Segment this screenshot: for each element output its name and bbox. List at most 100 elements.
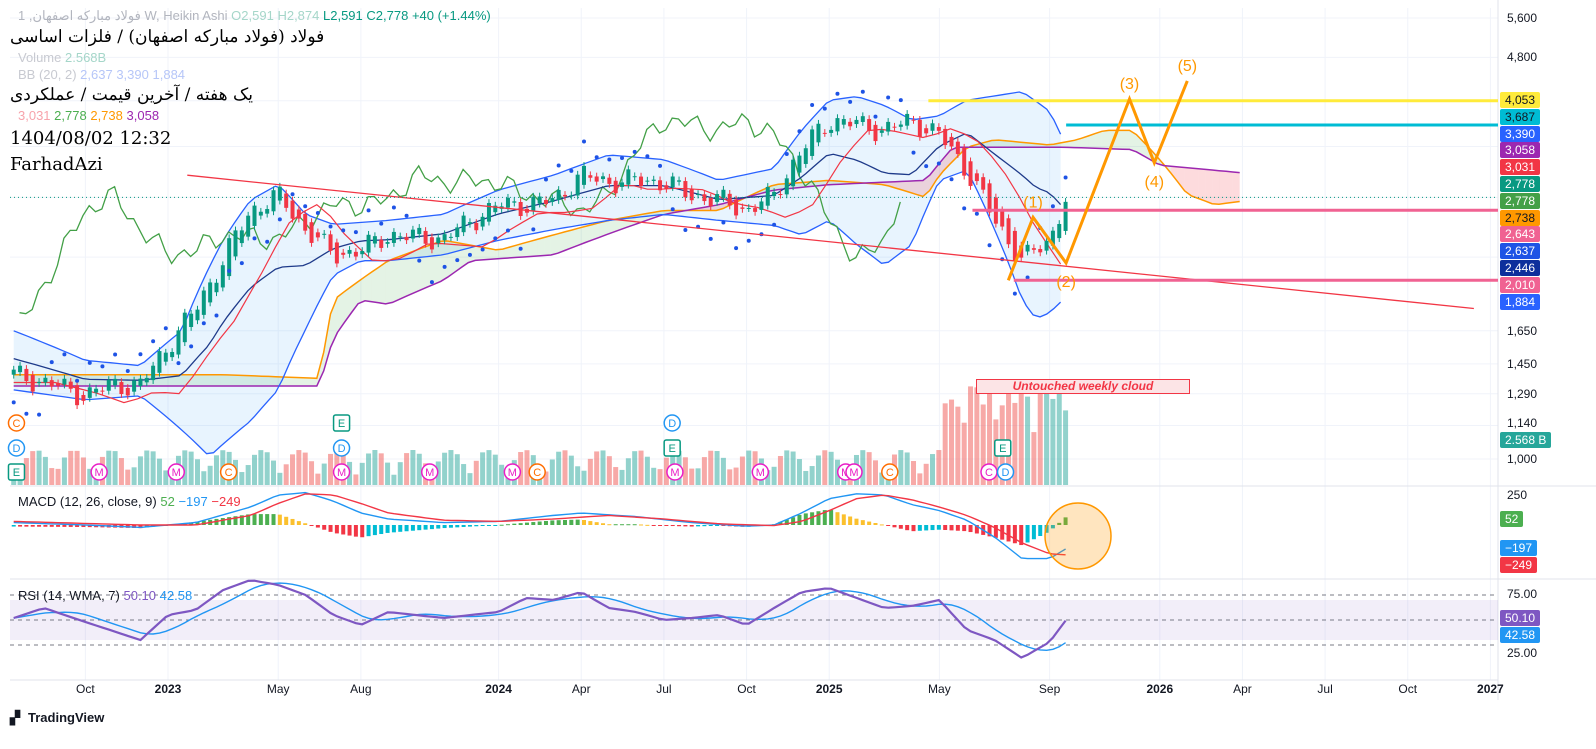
event-marker-icon (663, 414, 681, 432)
candle-body (87, 387, 92, 398)
macd-histogram-bar (87, 525, 92, 528)
ichimoku-cloud-segment (592, 222, 600, 240)
price-label: 2,010 (1500, 276, 1541, 293)
macd-histogram-bar (987, 525, 992, 537)
macd-histogram-bar (575, 519, 580, 525)
volume-bar (632, 451, 638, 485)
volume-bar (201, 471, 207, 485)
candle-body (1025, 244, 1030, 252)
event-marker-E[interactable]: E (994, 439, 1012, 457)
macd-histogram-bar (309, 525, 314, 526)
volume-bar (568, 455, 574, 485)
event-marker-E[interactable]: E (663, 439, 681, 457)
macd-histogram-bar (290, 518, 295, 525)
volume-bar (302, 452, 308, 485)
price-axis-tick: 1,000 (1507, 452, 1538, 466)
ichimoku-cloud-segment (247, 375, 255, 386)
volume-bar (708, 450, 714, 485)
event-marker-M[interactable]: M (420, 463, 439, 481)
event-marker-D[interactable]: D (663, 414, 681, 432)
volume-bar (366, 453, 372, 485)
event-marker-D[interactable]: D (996, 463, 1015, 481)
event-marker-C[interactable]: C (881, 463, 899, 481)
event-marker-D[interactable]: D (7, 439, 26, 457)
candle-body (195, 309, 200, 321)
event-marker-E[interactable]: E (332, 414, 351, 432)
macd-histogram-bar (689, 525, 694, 527)
rsi-ma-label: 42.58 (1500, 627, 1541, 643)
macd-histogram-bar (835, 512, 840, 525)
parabolic-sar-dot (37, 412, 42, 417)
ichimoku-cloud-segment (227, 374, 235, 386)
event-marker-icon (751, 463, 770, 481)
volume-bar (771, 466, 777, 485)
time-axis-tick: Aug (350, 682, 372, 696)
candle-body (677, 180, 682, 182)
candle-body (480, 216, 485, 227)
parabolic-sar-dot (366, 208, 371, 213)
candle-body (531, 196, 536, 211)
candle-body (702, 194, 707, 202)
parabolic-sar-dot (936, 161, 941, 166)
candle-body (968, 161, 973, 186)
parabolic-sar-dot (138, 352, 143, 357)
candle-body (955, 141, 960, 154)
candle-body (322, 233, 327, 235)
volume-bar (644, 456, 650, 485)
macd-histogram-bar (271, 514, 276, 525)
event-marker-D[interactable]: D (332, 439, 351, 457)
volume-bar (1012, 402, 1018, 485)
volume-bar (949, 399, 955, 485)
event-marker-M[interactable]: M (503, 463, 522, 481)
macd-histogram-bar (43, 525, 48, 527)
parabolic-sar-dot (87, 360, 92, 365)
event-marker-M[interactable]: M (666, 463, 684, 481)
open-value: O2,591 (231, 8, 274, 23)
tradingview-logo[interactable]: ▞ TradingView (10, 710, 104, 726)
parabolic-sar-dot (645, 154, 650, 159)
untouched-cloud-annotation[interactable]: Untouched weekly cloud (976, 379, 1190, 394)
candle-body (835, 118, 840, 132)
candle-body (778, 194, 783, 196)
event-marker-text: M (670, 467, 679, 479)
event-marker-C[interactable]: C (7, 414, 26, 432)
candle-body (81, 394, 86, 401)
parabolic-sar-dot (505, 228, 510, 233)
macd-histogram-bar (816, 511, 821, 525)
candle-body (1057, 224, 1062, 239)
parabolic-sar-dot (379, 221, 384, 226)
parabolic-sar-dot (1025, 275, 1030, 280)
event-marker-C[interactable]: C (980, 463, 998, 481)
ichimoku-cloud-segment (950, 147, 958, 164)
macd-histogram-bar (201, 520, 206, 525)
event-marker-M[interactable]: M (167, 463, 186, 481)
event-marker-E[interactable]: E (7, 463, 26, 481)
macd-histogram-bar (493, 525, 498, 526)
ichimoku-cloud-segment (454, 242, 462, 273)
parabolic-sar-dot (797, 129, 802, 134)
event-marker-C[interactable]: C (219, 463, 238, 481)
macd-histogram-bar (601, 523, 606, 525)
event-marker-M[interactable]: M (845, 463, 863, 481)
event-marker-M[interactable]: M (90, 463, 108, 481)
candle-body (1031, 248, 1036, 250)
ichimoku-span-a-line (13, 129, 1240, 380)
event-marker-M[interactable]: M (332, 463, 351, 481)
ichimoku-cloud-segment (1101, 130, 1109, 149)
volume-bar (923, 463, 929, 485)
event-marker-text: M (172, 467, 181, 479)
wave-label-1: (1) (1023, 194, 1043, 211)
candle-body (854, 119, 859, 125)
ichimoku-cloud-segment (392, 256, 400, 303)
candle-body (645, 180, 650, 182)
candle-body (30, 374, 35, 392)
macd-histogram-bar (277, 514, 282, 525)
parabolic-sar-dot (911, 150, 916, 155)
ichimoku-cloud-segment (544, 235, 551, 256)
parabolic-sar-dot (239, 261, 244, 266)
macd-histogram-bar (379, 525, 384, 535)
event-marker-C[interactable]: C (528, 463, 546, 481)
event-marker-M[interactable]: M (751, 463, 770, 481)
event-marker-icon (332, 463, 351, 481)
